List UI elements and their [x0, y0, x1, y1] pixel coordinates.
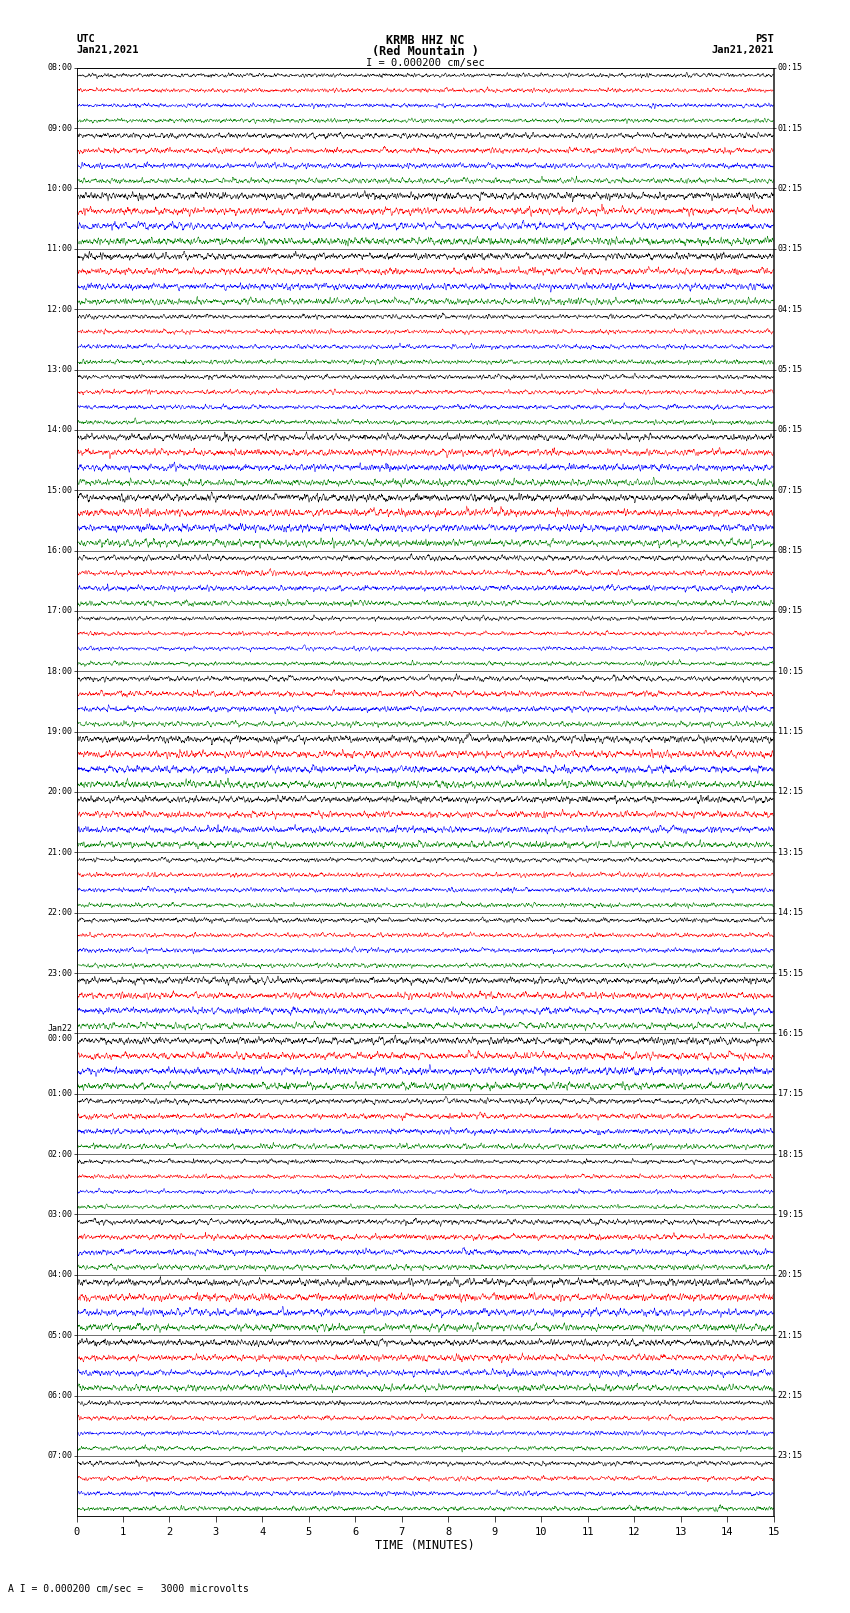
Text: Jan21,2021: Jan21,2021 [711, 45, 774, 55]
Text: (Red Mountain ): (Red Mountain ) [371, 45, 479, 58]
Text: PST: PST [755, 34, 774, 44]
Text: UTC: UTC [76, 34, 95, 44]
X-axis label: TIME (MINUTES): TIME (MINUTES) [375, 1539, 475, 1552]
Text: Jan21,2021: Jan21,2021 [76, 45, 139, 55]
Text: A I = 0.000200 cm/sec =   3000 microvolts: A I = 0.000200 cm/sec = 3000 microvolts [8, 1584, 249, 1594]
Text: KRMB HHZ NC: KRMB HHZ NC [386, 34, 464, 47]
Text: I = 0.000200 cm/sec: I = 0.000200 cm/sec [366, 58, 484, 68]
